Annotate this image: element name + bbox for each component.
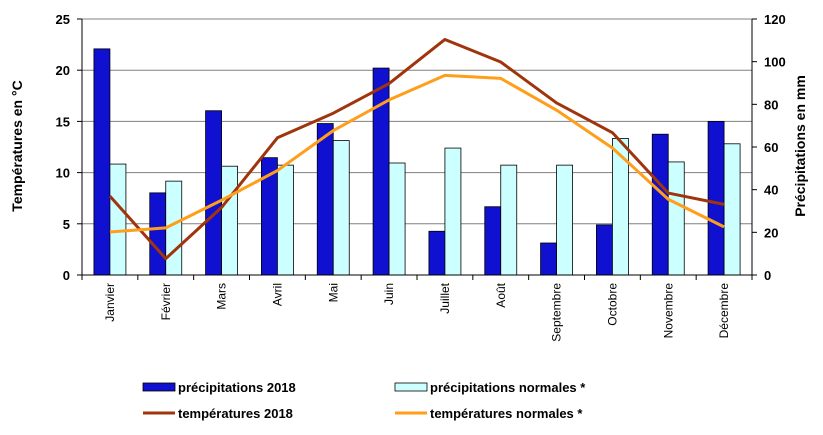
bar-precip-normal — [277, 164, 294, 276]
bar-precip-2018 — [707, 121, 725, 276]
y-left-tick-label: 20 — [56, 63, 70, 78]
bar-precip-2018 — [205, 110, 222, 276]
y-right-tick-label: 0 — [764, 268, 771, 283]
y-right-tick-label: 80 — [764, 97, 778, 112]
bar-precip-normal — [109, 163, 127, 276]
legend-label: températures normales * — [430, 406, 583, 421]
bar-precip-2018 — [372, 67, 390, 276]
y-left-tick-label: 10 — [56, 166, 70, 181]
x-tick-label: Septembre — [550, 283, 564, 342]
lines — [108, 37, 725, 261]
x-tick-label: Juin — [382, 283, 396, 305]
legend: précipitations 2018 précipitations normal… — [142, 380, 586, 421]
bar-precip-2018 — [596, 224, 613, 276]
bar-precip-normal — [723, 143, 741, 276]
x-tick-label: Août — [494, 282, 508, 307]
y-left-tick-label: 25 — [56, 12, 70, 27]
x-tick-label: Décembre — [717, 283, 731, 339]
x-tick-label: Mai — [326, 283, 340, 302]
legend-label: températures 2018 — [178, 406, 293, 421]
axes — [77, 18, 757, 280]
x-tick-label: Octobre — [605, 283, 619, 326]
y-left-tick-label: 15 — [56, 114, 70, 129]
y-right-tick-label: 20 — [764, 225, 778, 240]
y-left-tick-label: 0 — [63, 268, 70, 283]
bar-precip-normal — [444, 147, 462, 276]
bar-precip-normal — [388, 162, 406, 276]
line-temp-normal — [109, 73, 725, 234]
bar-precip-normal — [500, 164, 518, 276]
y-right-tick-label: 40 — [764, 183, 778, 198]
legend-swatch — [394, 382, 428, 392]
bar-precip-2018 — [540, 242, 557, 276]
x-tick-label: Février — [159, 283, 173, 320]
x-tick-label: Novembre — [661, 283, 675, 339]
x-tick-label: Mars — [215, 283, 229, 310]
bar-precip-normal — [556, 164, 573, 276]
bar-precip-normal — [221, 165, 238, 276]
legend-label: précipitations normales * — [430, 380, 586, 395]
legend-swatch — [142, 382, 176, 392]
y-left-tick-label: 5 — [63, 217, 70, 232]
bar-precip-2018 — [93, 48, 111, 276]
bars — [93, 48, 741, 276]
bar-precip-2018 — [428, 230, 446, 276]
x-tick-label: Juillet — [438, 282, 452, 313]
legend-label: précipitations 2018 — [178, 380, 296, 395]
x-tick-label: Janvier — [103, 283, 117, 322]
y-right-tick-label: 100 — [764, 55, 786, 70]
y-axis-right-title: Précipitations en mm — [792, 75, 808, 217]
bar-precip-normal — [667, 161, 685, 276]
bar-precip-2018 — [149, 192, 167, 276]
bar-precip-2018 — [316, 123, 334, 276]
bar-precip-2018 — [651, 133, 669, 276]
tick-labels: 0 5 10 15 20 25 0 20 40 60 80 100 120 Janvier Février M… — [56, 12, 786, 342]
bar-precip-2018 — [484, 206, 502, 276]
line-temp-2018 — [108, 37, 725, 261]
y-right-tick-label: 120 — [764, 12, 786, 27]
y-axis-left-title: Températures en °C — [9, 80, 25, 211]
axis-titles: Températures en °C Précipitations en mm — [9, 75, 808, 217]
x-tick-label: Avril — [270, 283, 284, 306]
y-right-tick-label: 60 — [764, 140, 778, 155]
bar-precip-normal — [332, 140, 350, 276]
gridlines — [82, 18, 752, 225]
